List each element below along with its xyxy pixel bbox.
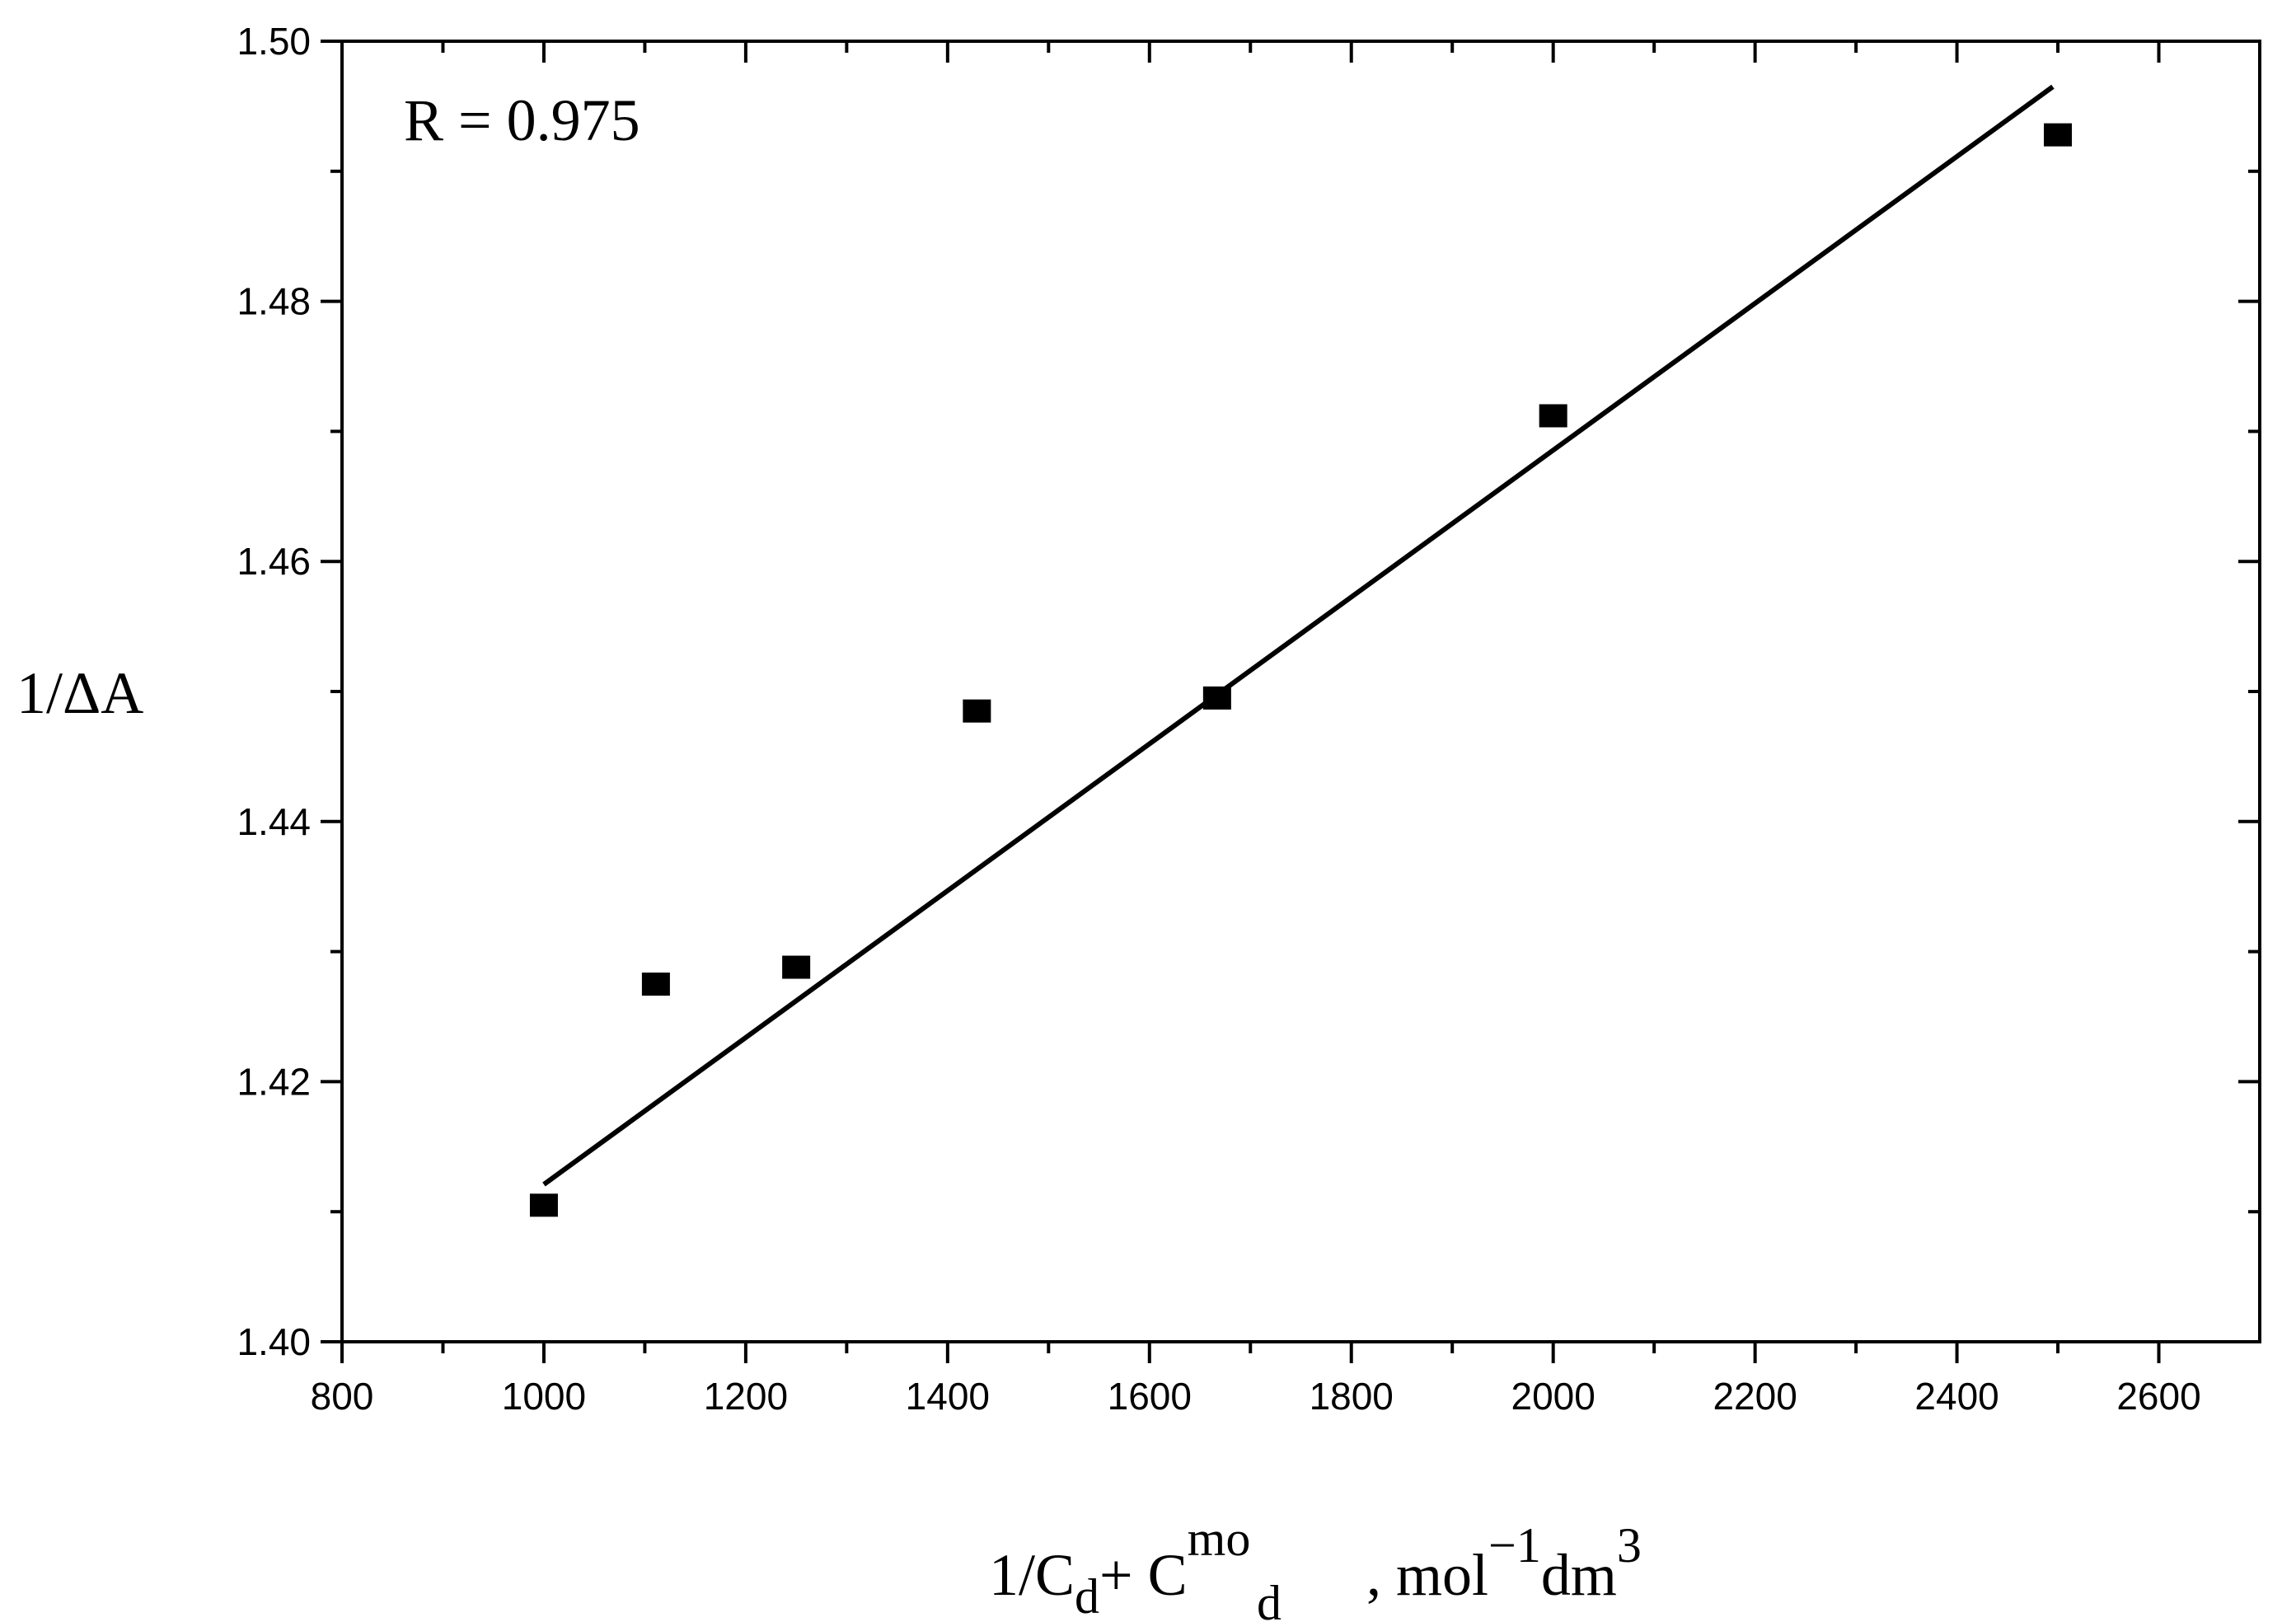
x-tick-label: 2000 [1511,1375,1595,1418]
y-tick-label: 1.44 [237,800,311,843]
data-point [1202,686,1231,710]
x-label-sub2: d [1257,1576,1282,1622]
x-tick-label: 2200 [1713,1375,1797,1418]
data-point [782,955,811,979]
x-tick-label: 1000 [502,1375,586,1418]
x-label-sup2: mo [1188,1512,1251,1566]
r-annotation: R = 0.975 [404,87,640,153]
data-point [641,973,670,996]
x-label-unit-main: , mol [1352,1542,1488,1608]
x-tick-label: 1200 [704,1375,788,1418]
x-axis-label: 1/Cd+ Cmod , mol−1dm3 [989,1512,1642,1622]
x-label-unit-sup2: 3 [1617,1518,1642,1573]
fit-line-group [542,84,2055,1187]
data-points [529,123,2073,1217]
x-tick-label: 1600 [1108,1375,1192,1418]
x-tick-label: 1800 [1310,1375,1394,1418]
y-tick-label: 1.42 [237,1060,311,1103]
x-tick-label: 2400 [1914,1375,1998,1418]
x-label-prefix: 1/C [989,1542,1075,1608]
ticks [321,40,2260,1363]
y-tick-label: 1.50 [237,20,311,63]
data-point [963,699,991,723]
plot-frame [340,40,2261,1343]
y-tick-label: 1.46 [237,540,311,583]
data-point [1539,404,1567,428]
x-tick-label: 2600 [2116,1375,2200,1418]
x-tick-label: 1400 [906,1375,990,1418]
y-tick-label: 1.48 [237,280,311,323]
data-point [529,1193,558,1217]
y-tick-label: 1.40 [237,1320,311,1363]
x-label-plus: + C [1099,1542,1188,1608]
y-axis-label: 1/ΔA [16,660,143,726]
x-tick-label: 800 [311,1375,374,1418]
data-point [2044,123,2073,147]
linear-fit-line [542,84,2055,1187]
x-label-unit-after: dm [1541,1542,1617,1608]
x-label-unit-sup: −1 [1488,1518,1541,1573]
x-label-sub1: d [1075,1569,1099,1622]
axes [340,40,2261,1343]
tick-labels: 800 1000 1200 1400 1600 1800 2000 2200 2400 2600 1… [237,20,2200,1418]
